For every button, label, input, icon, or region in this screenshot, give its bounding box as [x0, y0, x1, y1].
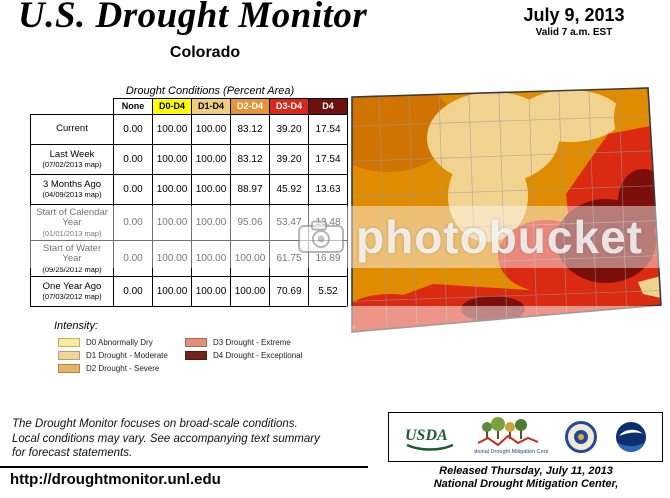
table-row-current: Current 0.00 100.00 100.00 83.12 39.20 1…	[30, 114, 348, 145]
d3-swatch	[185, 338, 207, 347]
cell: 83.12	[230, 114, 270, 145]
website-url: http://droughtmonitor.unl.edu	[10, 471, 221, 488]
table-row-3-months-ago: 3 Months Ago (04/09/2013 map) 0.00 100.0…	[30, 174, 348, 205]
cell: 100.00	[152, 240, 192, 277]
col-header-d2-d4: D2-D4	[230, 98, 270, 115]
date-block: July 9, 2013 Valid 7 a.m. EST	[488, 5, 660, 38]
cell: 100.00	[191, 114, 231, 145]
table-row-one-year-ago: One Year Ago (07/03/2012 map) 0.00 100.0…	[30, 276, 348, 307]
row-label: Last Week (07/02/2013 map)	[30, 144, 114, 175]
cell: 39.20	[269, 114, 309, 145]
cell: 100.00	[230, 276, 270, 307]
cell: 100.00	[191, 174, 231, 205]
release-info: Released Thursday, July 11, 2013 Nationa…	[388, 465, 664, 491]
usda-logo: USDA	[405, 427, 454, 451]
intensity-label: Intensity:	[54, 320, 99, 332]
d2-swatch	[58, 364, 80, 373]
page-title: U.S. Drought Monitor	[18, 0, 368, 36]
legend-item-d2: D2 Drought - Severe	[58, 364, 159, 373]
cell: 0.00	[113, 114, 153, 145]
state-border	[351, 87, 662, 333]
row-label: Start of Calendar Year (01/01/2013 map)	[30, 204, 114, 241]
colorado-map-svg	[351, 87, 662, 333]
legend-item-d3: D3 Drought - Extreme	[185, 338, 291, 347]
cell: 100.00	[191, 276, 231, 307]
cell: 0.00	[113, 276, 153, 307]
cell: 100.00	[152, 114, 192, 145]
ndmc-logo: National Drought Mitigation Center	[474, 417, 548, 455]
disclaimer-note: The Drought Monitor focuses on broad-sca…	[12, 418, 320, 459]
cell: 53.47	[269, 204, 309, 241]
cell: 100.00	[191, 240, 231, 277]
cell: 0.00	[113, 144, 153, 175]
svg-text:National Drought Mitigation Ce: National Drought Mitigation Center	[474, 449, 548, 455]
cell: 100.00	[152, 174, 192, 205]
table-caption: Drought Conditions (Percent Area)	[125, 85, 295, 97]
cell: 5.52	[308, 276, 348, 307]
cell: 0.00	[113, 174, 153, 205]
row-label: One Year Ago (07/03/2012 map)	[30, 276, 114, 307]
col-header-none: None	[113, 98, 153, 115]
d4-swatch	[185, 351, 207, 360]
county-lines	[352, 88, 661, 332]
released-date: Released Thursday, July 11, 2013	[439, 465, 613, 477]
cell: 45.92	[269, 174, 309, 205]
svg-text:USDA: USDA	[405, 427, 448, 444]
commerce-seal-icon	[565, 421, 598, 453]
table-header-row: None D0-D4 D1-D4 D2-D4 D3-D4 D4	[30, 98, 348, 115]
cell: 61.75	[269, 240, 309, 277]
col-header-d3-d4: D3-D4	[269, 98, 309, 115]
legend-item-d0: D0 Abnormally Dry	[58, 338, 153, 347]
cell: 95.06	[230, 204, 270, 241]
row-label: 3 Months Ago (04/09/2013 map)	[30, 174, 114, 205]
col-header-d1-d4: D1-D4	[191, 98, 231, 115]
table-row-start-calendar-year: Start of Calendar Year (01/01/2013 map) …	[30, 204, 348, 241]
cell: 0.00	[113, 240, 153, 277]
table-row-last-week: Last Week (07/02/2013 map) 0.00 100.00 1…	[30, 144, 348, 175]
cell: 100.00	[152, 144, 192, 175]
cell: 39.20	[269, 144, 309, 175]
state-name: Colorado	[169, 44, 241, 61]
col-header-d0-d4: D0-D4	[152, 98, 192, 115]
cell: 88.97	[230, 174, 270, 205]
colorado-drought-map	[338, 76, 670, 344]
cell: 17.54	[308, 114, 348, 145]
heartbeat-line-icon	[477, 434, 538, 447]
noaa-seal-icon	[616, 422, 647, 453]
cell: 70.69	[269, 276, 309, 307]
legend-item-d4: D4 Drought - Exceptional	[185, 351, 302, 360]
table-row-start-water-year: Start of Water Year (09/25/2012 map) 0.0…	[30, 240, 348, 277]
cell: 100.00	[191, 204, 231, 241]
footer-divider	[0, 466, 368, 468]
cell: 100.00	[230, 240, 270, 277]
cell: 0.00	[113, 204, 153, 241]
cell: 100.00	[152, 204, 192, 241]
d0-swatch	[58, 338, 80, 347]
cell: 100.00	[191, 144, 231, 175]
row-label: Current	[30, 114, 114, 145]
valid-time: Valid 7 a.m. EST	[535, 27, 613, 38]
legend-item-d1: D1 Drought - Moderate	[58, 351, 168, 360]
drought-conditions-table: None D0-D4 D1-D4 D2-D4 D3-D4 D4 Current …	[30, 98, 348, 307]
corner-cell	[30, 98, 114, 115]
report-date: July 9, 2013	[523, 5, 625, 25]
agency-logos-box: USDA National Drought Mitigation Center	[388, 412, 663, 462]
col-header-d4: D4	[308, 98, 348, 115]
released-org: National Drought Mitigation Center,	[433, 478, 619, 490]
d1-swatch	[58, 351, 80, 360]
cell: 83.12	[230, 144, 270, 175]
cell: 100.00	[152, 276, 192, 307]
cell: 13.63	[308, 174, 348, 205]
row-label: Start of Water Year (09/25/2012 map)	[30, 240, 114, 277]
